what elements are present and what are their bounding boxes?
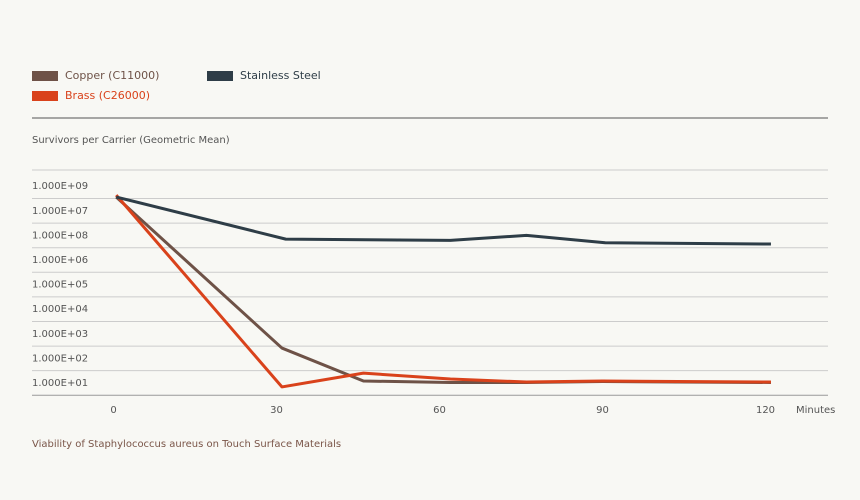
y-tick-label: 1.000E+08 (32, 230, 88, 241)
legend-label: Stainless Steel (240, 69, 321, 82)
y-tick-label: 1.000E+06 (32, 255, 88, 266)
series-line (115, 195, 771, 246)
x-tick-label: 0 (110, 405, 116, 416)
legend-label: Copper (C11000) (65, 69, 159, 82)
x-tick-label: 90 (596, 405, 609, 416)
y-tick-label: 1.000E+04 (32, 304, 88, 315)
legend-swatch (32, 91, 58, 101)
legend-swatch (207, 71, 233, 81)
y-tick-label: 1.000E+09 (32, 181, 88, 192)
x-tick-label: 120 (756, 405, 775, 416)
y-tick-label: 1.000E+07 (32, 206, 88, 217)
y-tick-label: 1.000E+03 (32, 329, 88, 340)
y-axis-label: Survivors per Carrier (Geometric Mean) (32, 135, 230, 146)
x-tick-label: 60 (433, 405, 446, 416)
legend-swatch (32, 71, 58, 81)
y-tick-label: 1.000E+01 (32, 378, 88, 389)
x-tick-label: 30 (270, 405, 283, 416)
x-axis-label: Minutes (796, 405, 835, 416)
y-tick-label: 1.000E+05 (32, 280, 88, 291)
caption: Viability of Staphylococcus aureus on To… (32, 439, 341, 450)
series-line (115, 194, 771, 389)
legend-label: Brass (C26000) (65, 89, 150, 102)
y-tick-label: 1.000E+02 (32, 353, 88, 364)
